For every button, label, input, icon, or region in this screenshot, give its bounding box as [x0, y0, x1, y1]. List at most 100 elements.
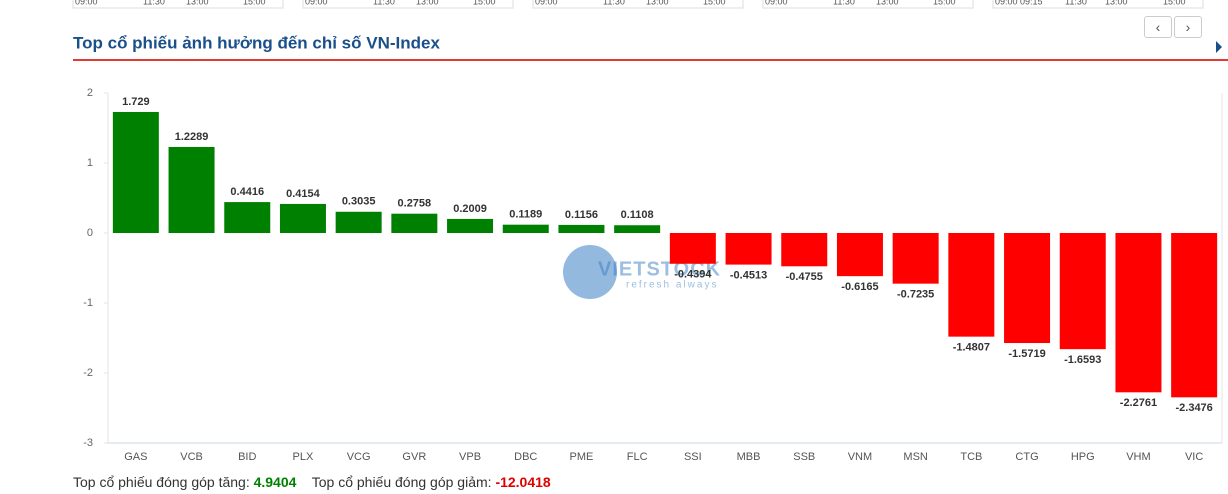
bar	[112, 111, 159, 233]
watermark-slogan: refresh always	[626, 280, 718, 291]
bar	[1059, 233, 1106, 350]
value-label: 0.3035	[342, 196, 376, 208]
bar	[1171, 233, 1218, 398]
more-arrow[interactable]	[1216, 41, 1222, 53]
bar	[279, 203, 326, 233]
x-tick-label: HPG	[1071, 451, 1095, 463]
bar	[1004, 233, 1051, 344]
mini-time-label: 11:30	[833, 0, 855, 6]
value-label: -0.4394	[674, 269, 712, 281]
x-tick-label: BID	[238, 451, 256, 463]
x-tick-label: GAS	[124, 451, 147, 463]
bar	[948, 233, 995, 337]
up-label: Top cổ phiếu đóng góp tăng:	[73, 474, 250, 490]
bar	[781, 233, 828, 267]
bar	[1115, 233, 1162, 393]
value-label: 0.1189	[509, 209, 542, 221]
watermark-logo	[563, 245, 617, 299]
mini-time-label: 13:00	[876, 0, 899, 6]
x-tick-label: SSB	[793, 451, 815, 463]
value-label: 0.1108	[621, 209, 654, 221]
value-label: -0.4513	[730, 269, 767, 281]
bar	[447, 218, 494, 233]
mini-time-label: 09:00	[75, 0, 98, 6]
down-value: -12.0418	[495, 474, 551, 490]
value-label: -2.3476	[1175, 402, 1212, 414]
x-tick-label: PLX	[293, 451, 314, 463]
mini-time-label: 15:00	[933, 0, 956, 6]
watermark-brand: VIETSTOCK	[598, 258, 721, 280]
mini-time-label: 11:30	[373, 0, 395, 6]
title-underline	[73, 59, 1228, 61]
value-label: -1.5719	[1008, 348, 1045, 360]
mini-chart-card	[762, 0, 974, 9]
bar	[669, 233, 716, 264]
mini-time-label: 11:30	[1065, 0, 1087, 6]
x-tick-label: PME	[570, 451, 594, 463]
value-label: -0.6165	[841, 281, 878, 293]
value-label: -0.4755	[786, 271, 823, 283]
x-tick-label: MBB	[737, 451, 761, 463]
y-tick-label: 2	[87, 87, 93, 99]
y-tick-label: 1	[87, 157, 93, 169]
bar	[892, 233, 939, 284]
y-tick-label: -1	[83, 297, 93, 309]
value-label: -0.7235	[897, 289, 934, 301]
x-tick-label: CTG	[1015, 451, 1038, 463]
value-label: 0.4154	[286, 188, 321, 200]
bar	[836, 233, 883, 277]
summary: Top cổ phiếu đóng góp tăng: 4.9404 Top c…	[73, 474, 551, 490]
mini-time-label: 09:00	[765, 0, 788, 6]
x-tick-label: VIC	[1185, 451, 1203, 463]
x-tick-label: SSI	[684, 451, 702, 463]
bar	[391, 213, 438, 233]
x-tick-label: VNM	[848, 451, 872, 463]
y-tick-label: -3	[83, 437, 93, 449]
mini-chart-card	[72, 0, 284, 9]
x-tick-label: FLC	[627, 451, 648, 463]
mini-time-label: 13:00	[186, 0, 209, 6]
value-label: 1.2289	[175, 131, 209, 143]
x-tick-label: VPB	[459, 451, 481, 463]
up-value: 4.9404	[253, 474, 297, 490]
value-label: -2.2761	[1120, 397, 1157, 409]
value-label: 0.1156	[565, 209, 598, 221]
mini-time-label: 15:00	[703, 0, 726, 6]
mini-time-label: 13:00	[1105, 0, 1128, 6]
mini-time-label: 15:00	[473, 0, 496, 6]
y-tick-label: -2	[83, 367, 93, 379]
chart-title: Top cổ phiếu ảnh hưởng đến chỉ số VN-Ind…	[73, 33, 440, 52]
x-tick-label: DBC	[514, 451, 537, 463]
mini-chart-card	[992, 0, 1204, 9]
value-label: -1.6593	[1064, 354, 1101, 366]
x-tick-label: TCB	[960, 451, 982, 463]
mini-chart-card	[532, 0, 744, 9]
value-label: 0.2758	[398, 198, 432, 210]
bar	[335, 211, 382, 233]
x-tick-label: MSN	[903, 451, 928, 463]
mini-time-label: 11:30	[603, 0, 625, 6]
value-label: 0.2009	[453, 203, 487, 215]
mini-time-label: 15:00	[243, 0, 266, 6]
bar	[224, 202, 271, 233]
y-tick-label: 0	[87, 227, 93, 239]
bar	[502, 224, 549, 233]
bar	[614, 225, 661, 233]
mini-time-label: 15:00	[1163, 0, 1186, 6]
watermark	[563, 245, 617, 299]
mini-time-label: 09:15	[1020, 0, 1043, 6]
value-label: -1.4807	[953, 342, 990, 354]
x-tick-label: VCB	[180, 451, 203, 463]
mini-time-label: 09:00	[995, 0, 1018, 6]
prev-button[interactable]: ‹	[1144, 16, 1172, 38]
mini-chart-card	[302, 0, 514, 9]
bar	[558, 224, 605, 233]
mini-time-label: 13:00	[416, 0, 439, 6]
x-tick-label: VCG	[347, 451, 371, 463]
mini-time-label: 09:00	[535, 0, 558, 6]
next-button[interactable]: ›	[1174, 16, 1202, 38]
x-tick-label: VHM	[1126, 451, 1150, 463]
mini-time-label: 09:00	[305, 0, 328, 6]
